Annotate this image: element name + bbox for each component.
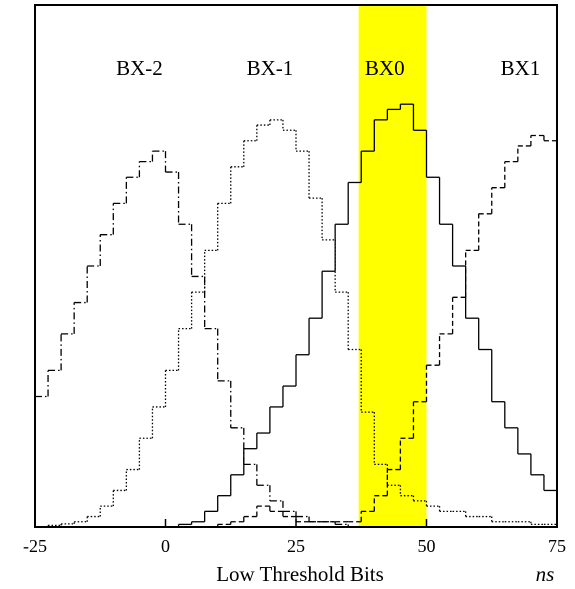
x-tick-label: 0 [161,536,170,556]
x-tick-label: 25 [287,536,305,556]
x-tick-label: 75 [548,536,566,556]
x-axis-label: Low Threshold Bits [216,562,384,586]
series-label: BX-2 [116,56,163,80]
highlight-band [358,5,427,527]
series-label: BX-1 [247,56,294,80]
x-tick-label: -25 [23,536,47,556]
x-tick-label: 50 [418,536,436,556]
x-axis-unit: ns [536,562,555,586]
plot-frame [34,4,558,528]
series-label: BX0 [365,56,405,80]
series-label: BX1 [501,56,541,80]
